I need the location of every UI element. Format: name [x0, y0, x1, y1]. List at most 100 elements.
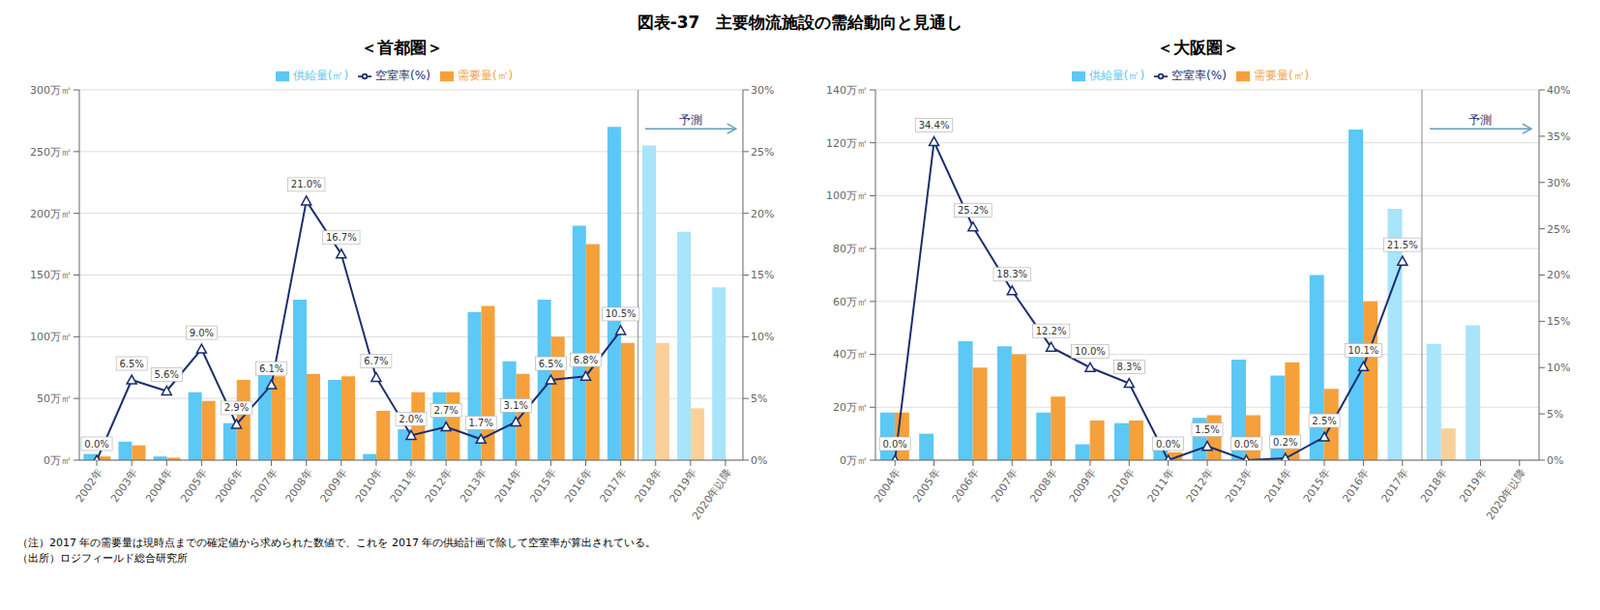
- svg-text:20万㎡: 20万㎡: [832, 401, 868, 415]
- svg-text:16.7%: 16.7%: [325, 232, 357, 243]
- svg-text:2.7%: 2.7%: [433, 405, 458, 416]
- svg-text:2005年: 2005年: [177, 467, 210, 505]
- svg-text:2.5%: 2.5%: [1311, 415, 1336, 427]
- svg-text:0万㎡: 0万㎡: [839, 454, 868, 468]
- svg-text:5%: 5%: [750, 392, 768, 406]
- svg-text:300万㎡: 300万㎡: [29, 84, 72, 97]
- svg-text:2004年: 2004年: [143, 467, 176, 505]
- svg-text:2005年: 2005年: [910, 467, 943, 505]
- svg-text:30%: 30%: [750, 84, 774, 97]
- svg-text:21.5%: 21.5%: [1387, 239, 1419, 251]
- svg-text:2006年: 2006年: [212, 467, 245, 505]
- svg-text:10.5%: 10.5%: [605, 308, 637, 320]
- svg-text:25%: 25%: [1546, 223, 1571, 237]
- svg-text:60万㎡: 60万㎡: [832, 296, 868, 309]
- svg-text:2018年: 2018年: [632, 467, 665, 505]
- svg-text:9.0%: 9.0%: [189, 327, 214, 339]
- svg-text:2006年: 2006年: [949, 467, 982, 505]
- svg-text:150万㎡: 150万㎡: [29, 268, 72, 282]
- svg-text:35%: 35%: [1546, 130, 1571, 144]
- svg-text:100万㎡: 100万㎡: [826, 189, 868, 203]
- svg-text:10%: 10%: [1546, 361, 1571, 375]
- svg-text:2013年: 2013年: [457, 467, 490, 505]
- svg-text:2017年: 2017年: [596, 467, 629, 505]
- svg-text:2009年: 2009年: [1066, 467, 1099, 505]
- svg-text:20%: 20%: [1546, 268, 1571, 282]
- svg-text:2008年: 2008年: [283, 467, 316, 505]
- svg-text:2.0%: 2.0%: [398, 414, 423, 425]
- svg-text:2013年: 2013年: [1222, 467, 1255, 505]
- svg-text:2009年: 2009年: [318, 467, 351, 505]
- svg-text:2019年: 2019年: [667, 467, 700, 505]
- svg-text:2017年: 2017年: [1379, 467, 1412, 505]
- svg-text:40万㎡: 40万㎡: [832, 348, 868, 361]
- svg-text:2018年: 2018年: [1418, 467, 1451, 505]
- svg-text:2014年: 2014年: [1262, 467, 1295, 505]
- svg-text:12.2%: 12.2%: [1036, 325, 1067, 337]
- svg-text:2016年: 2016年: [562, 467, 594, 505]
- svg-text:40%: 40%: [1546, 84, 1571, 97]
- svg-text:140万㎡: 140万㎡: [826, 84, 868, 97]
- svg-text:250万㎡: 250万㎡: [29, 146, 72, 159]
- html-text:＜首都圏＞: ＜首都圏＞: [360, 37, 444, 58]
- svg-text:2015年: 2015年: [1301, 467, 1334, 505]
- svg-text:25.2%: 25.2%: [957, 205, 989, 216]
- svg-text:20%: 20%: [750, 207, 774, 221]
- svg-text:0万㎡: 0万㎡: [43, 454, 72, 468]
- svg-text:18.3%: 18.3%: [996, 268, 1028, 280]
- svg-text:50万㎡: 50万㎡: [36, 392, 72, 406]
- svg-text:1.5%: 1.5%: [1194, 424, 1219, 436]
- svg-text:10.1%: 10.1%: [1348, 345, 1380, 356]
- svg-text:0.0%: 0.0%: [1155, 439, 1181, 450]
- svg-text:2010年: 2010年: [353, 467, 386, 505]
- svg-text:200万㎡: 200万㎡: [29, 207, 72, 221]
- svg-text:2012年: 2012年: [1184, 467, 1216, 505]
- svg-text:30%: 30%: [1546, 177, 1571, 190]
- svg-text:2010年: 2010年: [1105, 467, 1138, 505]
- svg-text:10%: 10%: [750, 330, 774, 344]
- svg-text:予測: 予測: [1468, 113, 1492, 127]
- svg-text:25%: 25%: [750, 146, 774, 159]
- svg-text:6.7%: 6.7%: [363, 355, 388, 367]
- svg-text:2008年: 2008年: [1027, 467, 1060, 505]
- svg-text:34.4%: 34.4%: [918, 119, 950, 131]
- svg-text:0.2%: 0.2%: [1273, 437, 1298, 448]
- svg-text:2.9%: 2.9%: [224, 402, 249, 414]
- svg-text:2020年以降: 2020年以降: [1483, 467, 1529, 523]
- svg-text:6.8%: 6.8%: [573, 355, 598, 366]
- svg-text:0%: 0%: [1546, 454, 1564, 468]
- svg-text:10.0%: 10.0%: [1074, 346, 1106, 357]
- svg-text:2016年: 2016年: [1339, 467, 1372, 505]
- svg-text:3.1%: 3.1%: [503, 400, 529, 412]
- svg-text:2007年: 2007年: [988, 467, 1021, 505]
- svg-text:2011年: 2011年: [387, 467, 420, 505]
- svg-text:0.0%: 0.0%: [1234, 439, 1259, 450]
- svg-text:2004年: 2004年: [871, 467, 904, 505]
- svg-text:2019年: 2019年: [1456, 467, 1489, 505]
- svg-text:2015年: 2015年: [527, 467, 560, 505]
- svg-text:2012年: 2012年: [422, 467, 455, 505]
- svg-text:80万㎡: 80万㎡: [832, 242, 868, 256]
- svg-text:8.3%: 8.3%: [1117, 361, 1142, 373]
- svg-text:15%: 15%: [1546, 315, 1571, 328]
- svg-text:5%: 5%: [1546, 408, 1564, 421]
- svg-text:5.6%: 5.6%: [154, 369, 179, 381]
- svg-text:120万㎡: 120万㎡: [826, 137, 868, 150]
- svg-text:0.0%: 0.0%: [84, 439, 109, 450]
- svg-text:100万㎡: 100万㎡: [29, 330, 72, 344]
- svg-text:0.0%: 0.0%: [882, 439, 907, 450]
- svg-text:予測: 予測: [679, 113, 703, 127]
- svg-text:2011年: 2011年: [1144, 467, 1177, 505]
- svg-text:6.5%: 6.5%: [538, 358, 563, 370]
- svg-text:15%: 15%: [750, 268, 774, 282]
- svg-text:6.1%: 6.1%: [259, 363, 284, 375]
- svg-text:21.0%: 21.0%: [291, 178, 323, 190]
- svg-text:2002年: 2002年: [73, 467, 106, 505]
- svg-text:6.5%: 6.5%: [118, 358, 144, 370]
- svg-text:2020年以降: 2020年以降: [689, 467, 735, 523]
- svg-text:2014年: 2014年: [492, 467, 525, 505]
- svg-text:0%: 0%: [750, 454, 768, 468]
- svg-text:1.7%: 1.7%: [469, 417, 494, 429]
- svg-text:2003年: 2003年: [108, 467, 141, 505]
- svg-text:2007年: 2007年: [247, 467, 280, 505]
